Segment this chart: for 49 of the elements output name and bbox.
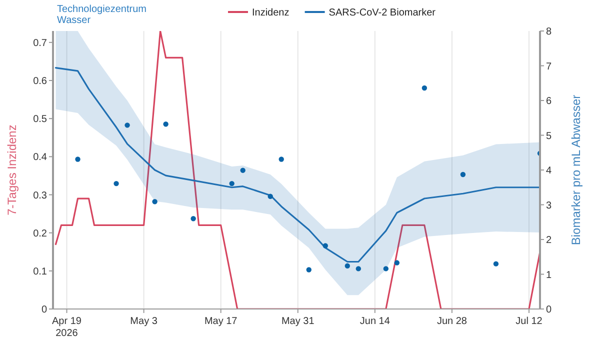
point: [306, 267, 312, 272]
x-tick-label: Jun 28: [436, 316, 468, 327]
y-tick-label: 0.7: [33, 38, 48, 49]
y2-tick-label: 5: [546, 130, 552, 142]
point: [460, 172, 466, 178]
point: [278, 156, 284, 162]
y-tick-label: 0.5: [33, 114, 48, 126]
point: [114, 180, 119, 186]
y-tick-label: 0.2: [33, 228, 48, 240]
point: [240, 168, 246, 173]
legend-label: Inzidenz: [252, 8, 290, 18]
point: [422, 85, 428, 91]
y2-tick-label: 6: [546, 96, 552, 107]
point: [493, 261, 499, 266]
point: [152, 199, 158, 204]
point: [190, 216, 196, 222]
y2-axis-title: Biomarker pro mL Abwasser: [569, 94, 583, 246]
y-tick-label: 0.3: [33, 190, 48, 202]
x-tick-label: Jul 12: [516, 316, 543, 327]
point: [229, 180, 234, 186]
point: [322, 243, 328, 248]
y-tick-label: 0.1: [33, 266, 48, 278]
x-tick-label: May 17: [204, 316, 238, 327]
y-axis-title: 7-Tages Inzidenz: [5, 124, 19, 216]
y2-tick-label: 2: [546, 235, 552, 246]
point: [356, 266, 362, 272]
text: Technologiezentrum Wasser: [57, 4, 146, 26]
y2-tick-label: 1: [546, 270, 552, 281]
x-tick-label: May 31: [281, 316, 315, 327]
point: [394, 260, 400, 266]
line-series: [54, 67, 540, 263]
x-tick-label: May 3: [130, 316, 158, 327]
point: [383, 266, 389, 272]
point: [268, 194, 273, 200]
y-tick-label: 0.4: [33, 152, 48, 164]
x-tick-label: Jun 14: [360, 316, 390, 327]
y2-tick-label: 0: [546, 304, 552, 316]
y-tick-label: 0: [41, 304, 48, 316]
point: [163, 122, 168, 127]
point: [344, 263, 350, 269]
y2-tick-label: 4: [546, 166, 552, 176]
legend-label: SARS-CoV-2 Biomarker: [328, 8, 436, 18]
x-tick-label: Apr 19 2026: [52, 316, 82, 338]
point: [75, 156, 80, 162]
y2-tick-label: 7: [546, 61, 552, 72]
y-tick-label: 0.6: [33, 76, 48, 88]
y2-tick-label: 3: [546, 200, 552, 212]
y2-tick-label: 8: [546, 26, 552, 38]
point: [124, 122, 130, 128]
